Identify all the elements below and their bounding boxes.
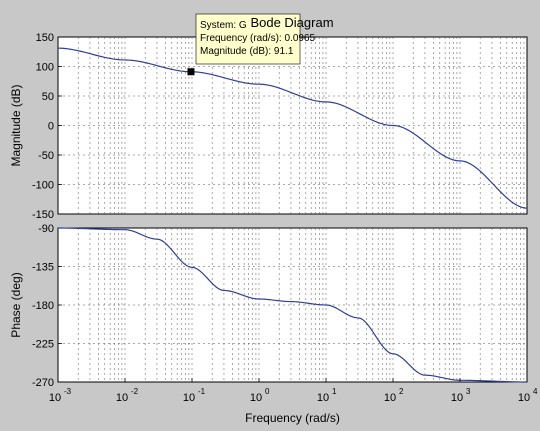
y-tick-label: 150 — [36, 32, 54, 44]
y-tick-label: -150 — [32, 209, 54, 221]
datatip-system-text: System: G — [200, 20, 247, 31]
magnitude-grid — [58, 37, 527, 214]
x-tick-label: 10 — [317, 392, 329, 404]
x-axis-label: Frequency (rad/s) — [245, 411, 340, 425]
x-tick-label: 10 — [451, 392, 463, 404]
x-tick-exponent: -1 — [198, 387, 206, 396]
x-tick-label: 10 — [384, 392, 396, 404]
x-tick-label: 10 — [183, 392, 195, 404]
phase-grid — [58, 228, 527, 382]
magnitude-series-line — [57, 47, 528, 209]
x-tick-exponent: 2 — [399, 387, 404, 396]
datatip[interactable]: System: G Frequency (rad/s): 0.0965 Magn… — [187, 13, 315, 76]
chart-title: Bode Diagram — [250, 15, 333, 30]
y-tick-label: -225 — [32, 339, 54, 351]
y-tick-label: -100 — [32, 180, 54, 192]
y-tick-label: -180 — [32, 300, 54, 312]
magnitude-panel: 150 100 50 0 -50 -100 -150 Magnitude (dB) — [9, 32, 528, 221]
x-tick-label: 10 — [49, 392, 61, 404]
datatip-box — [195, 13, 301, 65]
x-tick-label: 10 — [116, 392, 128, 404]
phase-y-axis-label: Phase (deg) — [9, 272, 23, 337]
magnitude-y-ticks: 150 100 50 0 -50 -100 -150 — [32, 32, 62, 221]
y-tick-label: 0 — [48, 121, 54, 133]
y-tick-label: 100 — [36, 62, 54, 74]
x-tick-label: 10 — [518, 392, 530, 404]
y-tick-label: -270 — [32, 377, 54, 389]
datatip-marker[interactable] — [187, 68, 195, 76]
phase-y-ticks: -90 -135 -180 -225 -270 — [32, 223, 62, 389]
x-tick-exponent: 0 — [265, 387, 270, 396]
y-tick-label: -135 — [32, 262, 54, 274]
phase-series-line — [58, 227, 527, 383]
x-tick-exponent: 1 — [332, 387, 337, 396]
x-tick-exponent: 4 — [533, 387, 538, 396]
magnitude-y-axis-label: Magnitude (dB) — [9, 84, 23, 166]
x-tick-exponent: 3 — [466, 387, 471, 396]
x-tick-label: 10 — [250, 392, 262, 404]
datatip-frequency-text: Frequency (rad/s): 0.0965 — [200, 33, 315, 44]
x-tick-exponent: -3 — [64, 387, 72, 396]
y-tick-label: -90 — [38, 223, 54, 235]
x-tick-exponent: -2 — [131, 387, 139, 396]
phase-panel: -90 -135 -180 -225 -270 Phase (deg) — [9, 223, 528, 389]
y-tick-label: -50 — [38, 150, 54, 162]
y-tick-label: 50 — [42, 91, 54, 103]
datatip-magnitude-text: Magnitude (dB): 91.1 — [200, 46, 294, 57]
